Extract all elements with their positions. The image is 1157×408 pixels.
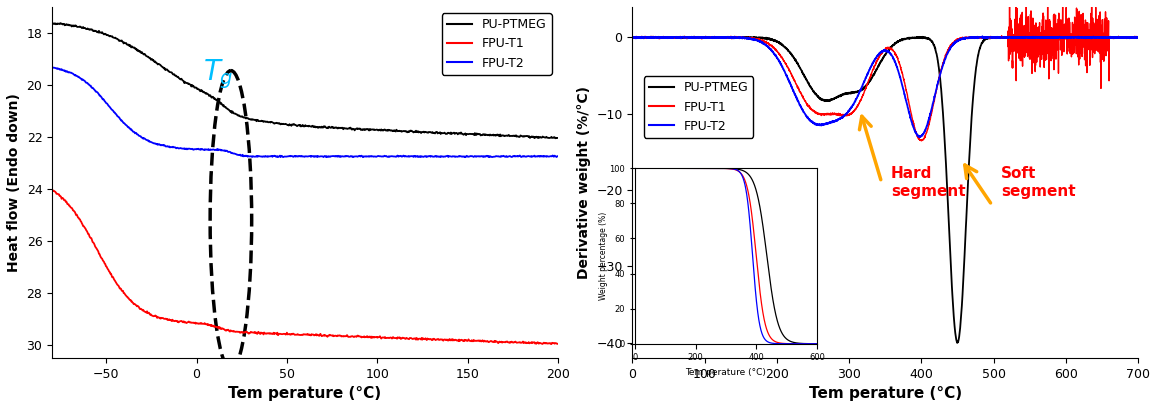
- Legend: PU-PTMEG, FPU-T1, FPU-T2: PU-PTMEG, FPU-T1, FPU-T2: [643, 76, 753, 138]
- X-axis label: Tem perature (°C): Tem perature (°C): [228, 386, 382, 401]
- Y-axis label: Derivative weight (%/°C): Derivative weight (%/°C): [576, 86, 591, 279]
- Text: Soft
segment: Soft segment: [1001, 166, 1075, 199]
- Y-axis label: Heat flow (Endo down): Heat flow (Endo down): [7, 93, 21, 272]
- Text: Hard
segment: Hard segment: [891, 166, 966, 199]
- X-axis label: Tem perature (°C): Tem perature (°C): [809, 386, 961, 401]
- Text: $\mathit{T_g}$: $\mathit{T_g}$: [202, 58, 234, 91]
- Legend: PU-PTMEG, FPU-T1, FPU-T2: PU-PTMEG, FPU-T1, FPU-T2: [442, 13, 552, 75]
